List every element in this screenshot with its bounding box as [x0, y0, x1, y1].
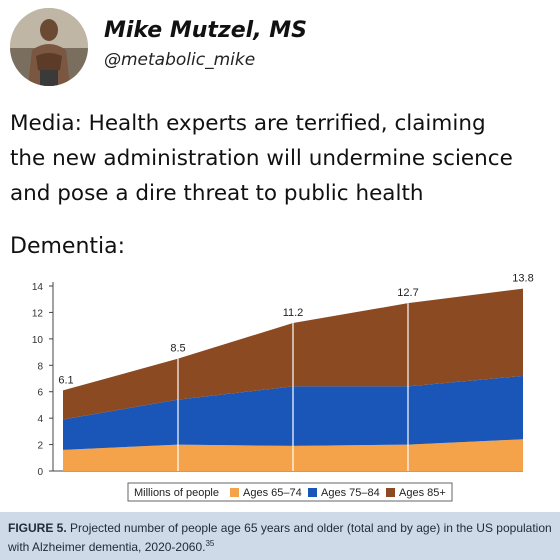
- dementia-chart: 0 2 4 6 8 10 12 14 6.1 8.5 11.2 12.7 13.8 Millions of…: [0, 262, 560, 512]
- post-text-line: Media: Health experts are terrified, cla…: [10, 111, 486, 136]
- figure-label: FIGURE 5.: [8, 521, 67, 535]
- total-data-label: 6.1: [58, 374, 73, 386]
- y-tick-label: 14: [32, 282, 44, 293]
- author-handle[interactable]: @metabolic_mike: [104, 50, 256, 70]
- y-tick-label: 2: [37, 441, 43, 452]
- avatar[interactable]: [10, 8, 88, 86]
- legend-swatch: [386, 488, 395, 497]
- total-data-label: 8.5: [170, 343, 185, 355]
- post-text-line: the new administration will undermine sc…: [10, 146, 513, 171]
- y-tick-label: 10: [32, 335, 44, 346]
- y-tick-label: 8: [37, 361, 43, 372]
- y-tick-label: 0: [37, 467, 43, 478]
- y-tick-label: 4: [37, 414, 43, 425]
- legend-swatch: [230, 488, 239, 497]
- total-data-label: 12.7: [397, 287, 418, 299]
- post-text: Media: Health experts are terrified, cla…: [10, 106, 550, 211]
- legend-item: Ages 85+: [399, 487, 446, 499]
- post-text-line: and pose a dire threat to public health: [10, 181, 424, 206]
- legend-box: [127, 482, 453, 502]
- chart-svg: 0 2 4 6 8 10 12 14 6.1 8.5 11.2 12.7 13.8 Millions of…: [32, 273, 534, 502]
- section-label: Dementia:: [10, 234, 126, 259]
- author-name[interactable]: Mike Mutzel, MS: [104, 18, 307, 43]
- y-tick-label: 6: [37, 388, 43, 399]
- legend-swatch: [308, 488, 317, 497]
- total-data-label: 11.2: [283, 307, 304, 319]
- caption-text: FIGURE 5. Projected number of people age…: [8, 520, 556, 555]
- caption-reference: 35: [205, 539, 215, 548]
- figure-caption: FIGURE 5. Projected number of people age…: [0, 512, 560, 560]
- legend-title: Millions of people: [134, 487, 219, 499]
- y-tick-label: 12: [32, 308, 44, 319]
- caption-body: Projected number of people age 65 years …: [8, 521, 552, 554]
- total-data-label: 13.8: [512, 273, 533, 285]
- legend-item: Ages 75–84: [321, 487, 380, 499]
- post-header: Mike Mutzel, MS @metabolic_mike: [10, 8, 550, 88]
- legend-item: Ages 65–74: [243, 487, 302, 499]
